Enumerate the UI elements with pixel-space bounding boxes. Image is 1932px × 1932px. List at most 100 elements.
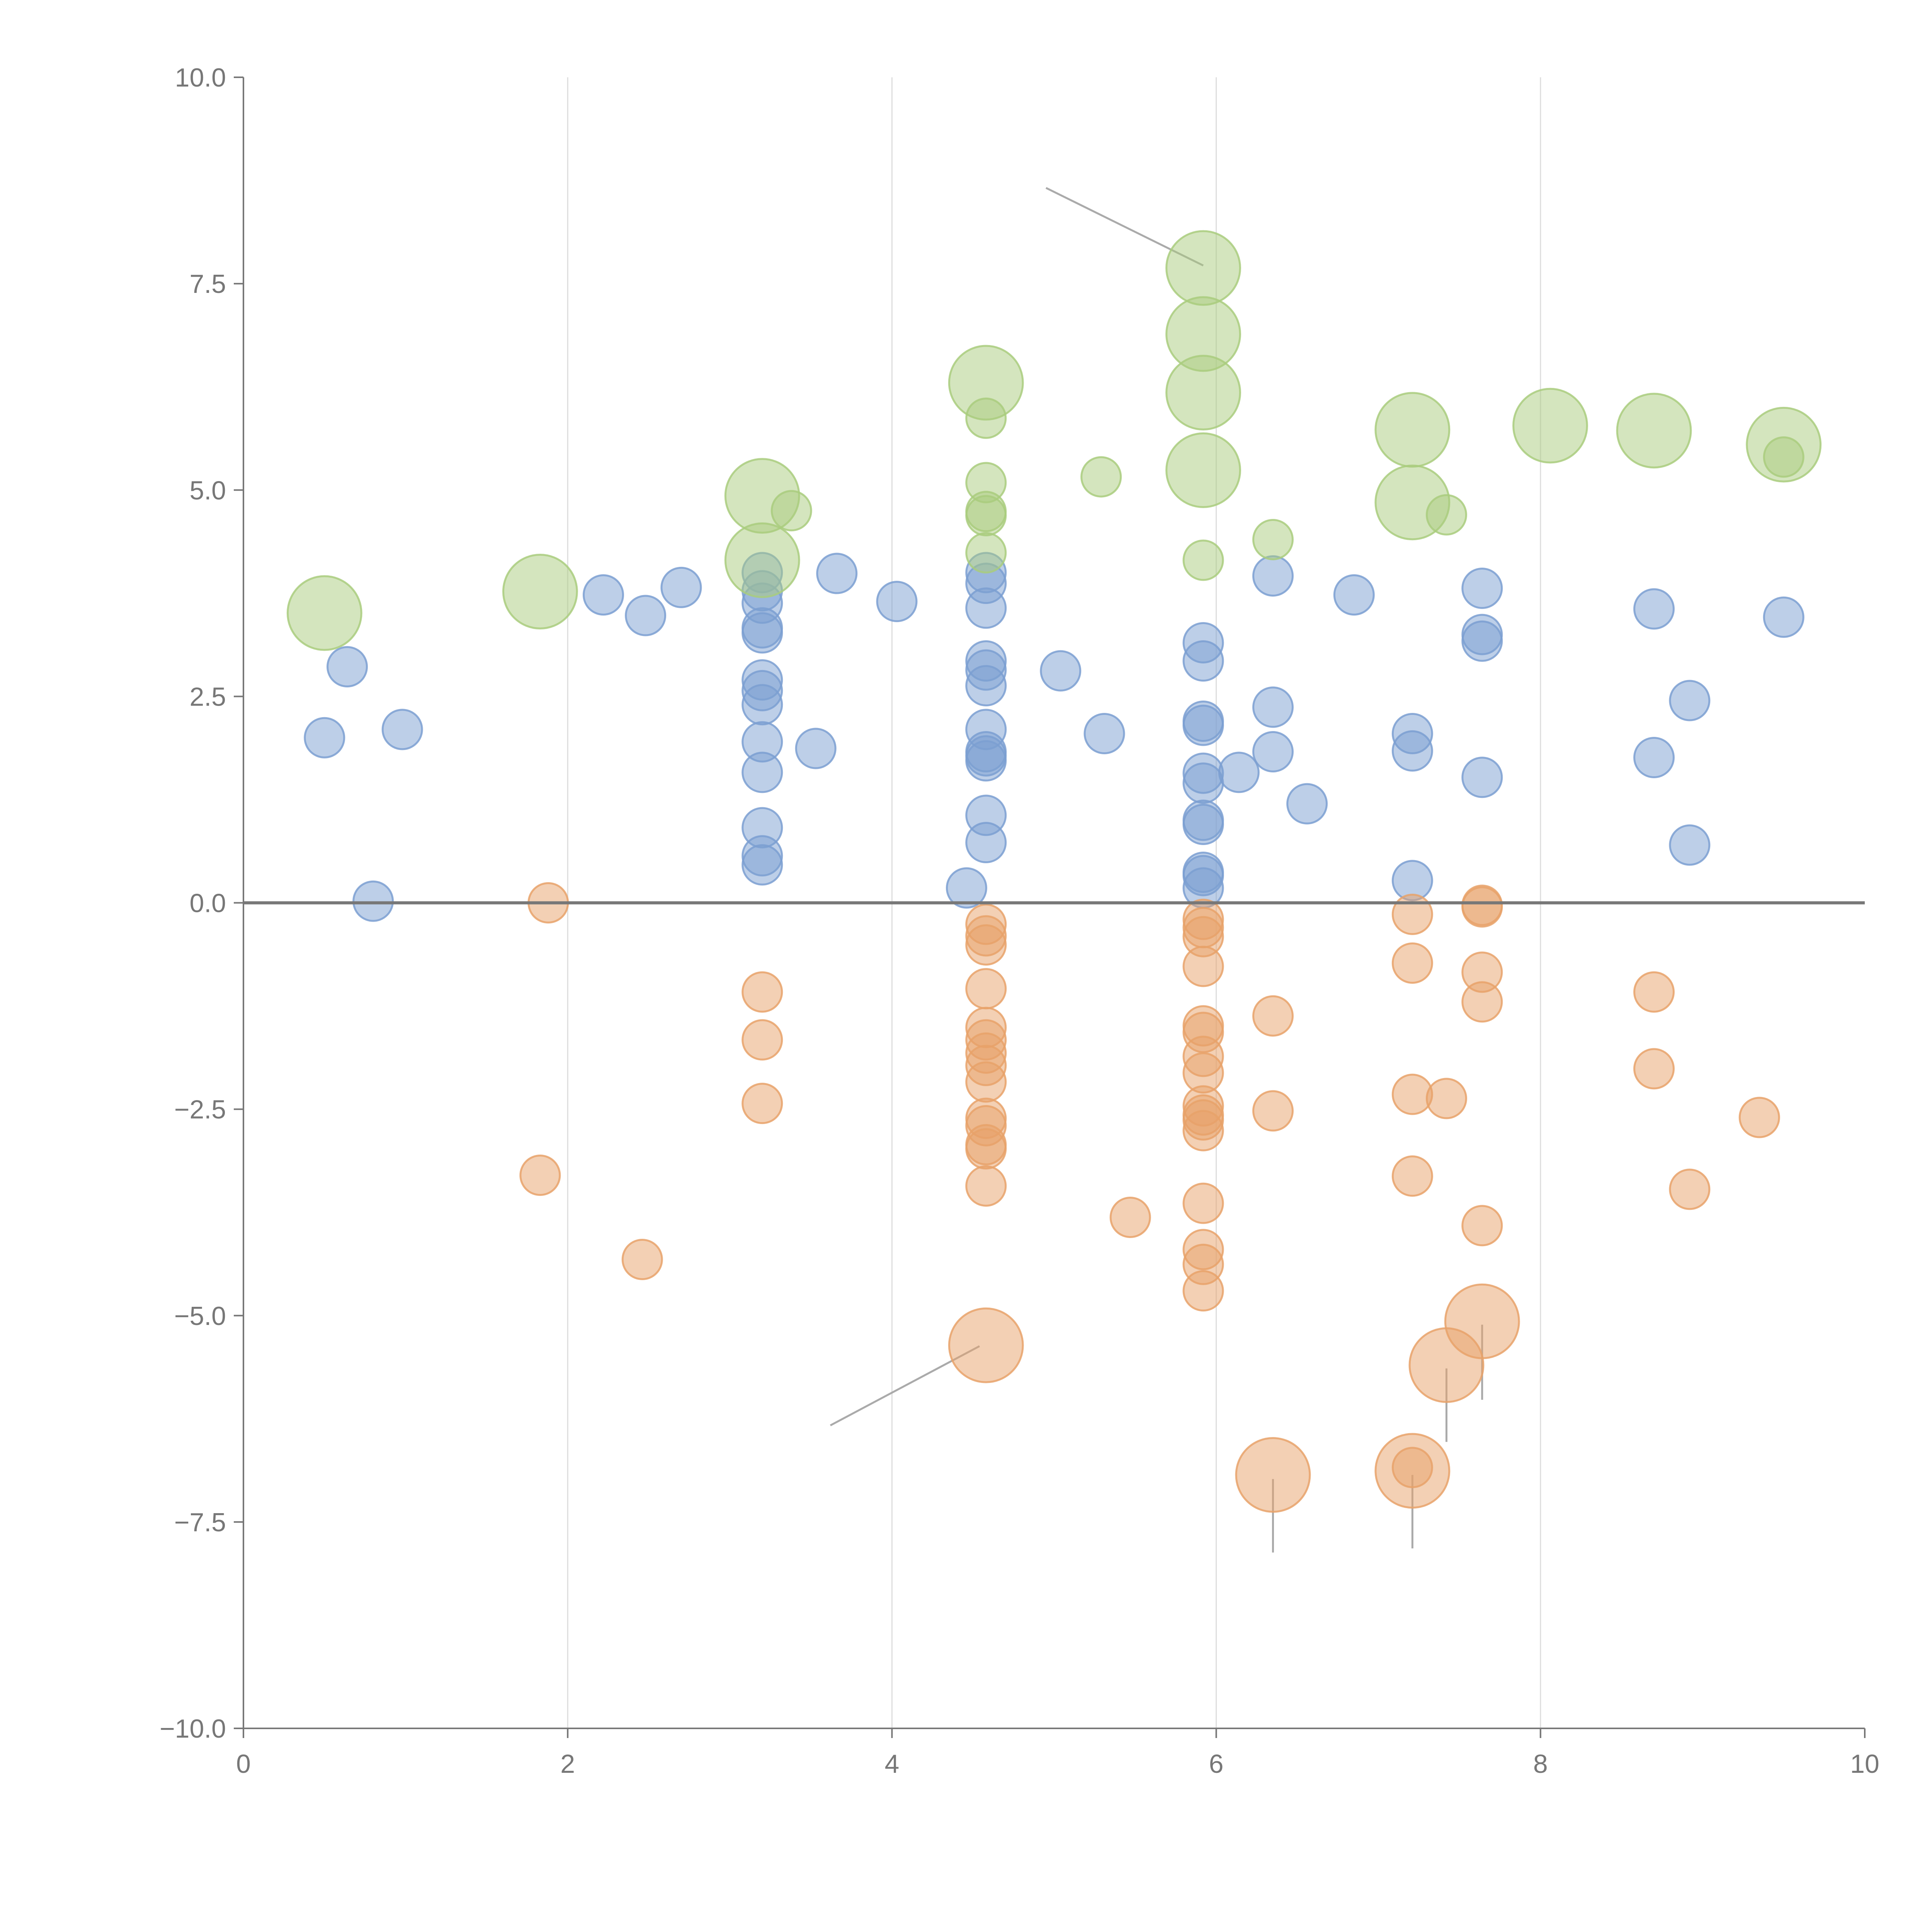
blue-bubble [1182,704,1224,746]
x-tick-label: 10 [1850,1749,1879,1779]
orange-bubble [1391,1155,1433,1197]
blue-bubble [1252,555,1294,597]
orange-bubble [1374,1433,1451,1509]
green-bubble [1763,436,1804,478]
orange-bubble [1461,981,1503,1023]
green-bubble [770,490,812,532]
blue-bubble [381,709,423,750]
orange-bubble [742,1083,783,1124]
orange-bubble [1109,1197,1151,1238]
blue-bubble [1218,752,1260,793]
orange-bubble [1633,1048,1675,1090]
bubbles [286,230,1822,1513]
blue-bubble [1333,574,1375,616]
blue-bubble [1040,650,1082,692]
green-bubble [1616,393,1692,469]
green-bubble [1374,392,1451,468]
orange-bubble [965,1165,1007,1207]
orange-bubble [1182,1182,1224,1224]
green-bubble [1165,355,1241,431]
y-tick-label: −5.0 [174,1301,226,1331]
blue-bubble [1461,757,1503,798]
blue-bubble [1669,824,1711,866]
blue-bubble [816,553,858,594]
green-bubble [1182,539,1224,581]
y-tick-label: −2.5 [174,1095,226,1124]
blue-bubble [742,684,783,726]
blue-bubble [327,646,368,687]
green-bubble [502,554,578,629]
green-bubble [286,575,362,651]
y-tick-label: 5.0 [189,476,226,505]
orange-bubble [965,968,1007,1010]
orange-bubble [1738,1097,1780,1138]
blue-bubble [352,880,394,922]
x-tick-label: 0 [236,1749,251,1779]
x-tick-label: 4 [884,1749,899,1779]
orange-bubble [742,1019,783,1061]
blue-bubble [1763,596,1804,638]
blue-bubble [946,867,987,909]
orange-bubble [1461,886,1503,928]
orange-bubble [1669,1168,1711,1210]
y-tick-label: −7.5 [174,1508,226,1537]
green-bubble [965,532,1007,574]
leader-lines [830,187,1483,1553]
blue-bubble [625,595,667,636]
green-bubble [1165,230,1241,306]
x-tick-label: 2 [560,1749,575,1779]
blue-bubble [1633,588,1675,630]
orange-bubble [519,1155,561,1196]
orange-bubble [1425,1078,1467,1119]
y-tick-label: 0.0 [189,889,226,918]
orange-bubble [1182,1110,1224,1151]
orange-bubble [1391,893,1433,935]
blue-bubble [1461,567,1503,609]
blue-bubble [742,752,783,793]
green-bubble [1252,519,1294,560]
blue-bubble [876,581,918,622]
y-tick-label: 7.5 [189,269,226,299]
orange-bubble [1182,946,1224,987]
blue-bubble [1633,736,1675,778]
blue-bubble [1252,686,1294,728]
orange-bubble [621,1238,663,1280]
blue-bubble [1182,762,1224,804]
blue-bubble [1461,620,1503,662]
orange-bubble [1444,1283,1520,1359]
blue-bubble [1182,804,1224,845]
blue-bubble [1252,731,1294,773]
green-bubble [1080,456,1122,498]
orange-bubble [1182,1270,1224,1312]
orange-bubble [1461,1205,1503,1247]
orange-bubble [742,971,783,1013]
blue-bubble [1669,680,1711,721]
orange-bubble [948,1307,1024,1383]
blue-bubble [965,822,1007,864]
green-bubble [1512,388,1588,464]
blue-bubble [795,728,837,769]
tick-labels: −10.0 −7.5 −5.0 −2.5 0.0 2.5 5.0 7.5 10.0 0 2 4 6 8 10 [160,63,1879,1779]
blue-bubble [965,587,1007,629]
green-bubble [965,495,1007,536]
axes [234,77,1866,1738]
x-tick-label: 6 [1209,1749,1224,1779]
orange-bubble [1252,1090,1294,1132]
blue-bubble [965,665,1007,707]
blue-bubble [583,574,624,616]
x-tick-label: 8 [1533,1749,1548,1779]
blue-bubble [1391,730,1433,772]
y-tick-label: 10.0 [175,63,226,92]
orange-bubble [965,1061,1007,1103]
green-bubble [724,522,800,598]
orange-bubble [1235,1437,1311,1513]
blue-bubble [1083,713,1125,755]
orange-bubble [1633,971,1675,1013]
blue-bubble [1182,640,1224,682]
green-bubble [1165,432,1241,508]
blue-bubble [304,717,345,759]
orange-bubble [1252,995,1294,1037]
green-bubble [1425,494,1467,536]
blue-bubble [742,844,783,886]
